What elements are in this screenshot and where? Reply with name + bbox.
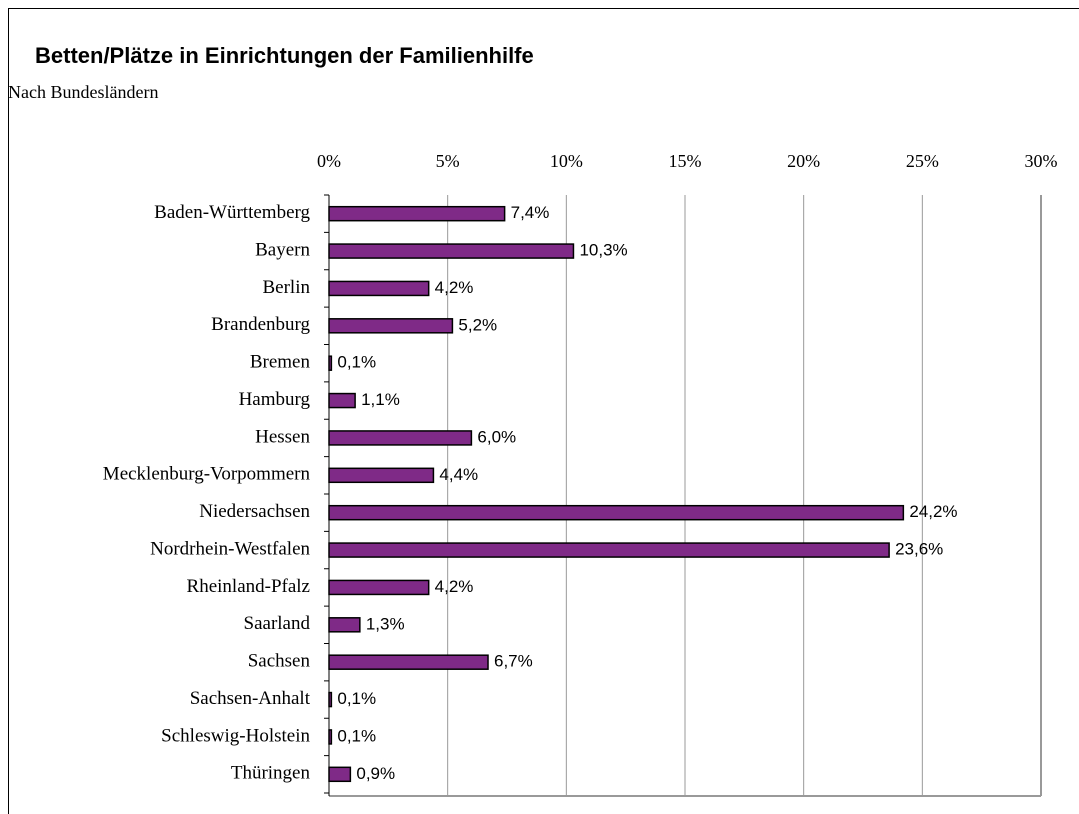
x-tick-label: 25% bbox=[906, 151, 939, 171]
y-tick-label: Niedersachsen bbox=[199, 501, 310, 522]
chart-subtitle: Nach Bundesländern bbox=[8, 82, 158, 102]
bar bbox=[328, 691, 333, 708]
y-tick-label: Brandenburg bbox=[211, 314, 310, 335]
bar bbox=[328, 617, 361, 633]
y-tick-label: Mecklenburg-Vorpommern bbox=[103, 464, 311, 485]
x-tick-label: 10% bbox=[550, 151, 583, 171]
x-tick-label: 30% bbox=[1025, 151, 1058, 171]
x-tick-label: 5% bbox=[436, 151, 460, 171]
bar bbox=[328, 504, 905, 521]
bar bbox=[328, 243, 575, 259]
y-tick-label: Bremen bbox=[250, 352, 311, 373]
bar bbox=[328, 579, 430, 596]
chart-title: Betten/Plätze in Einrichtungen der Famil… bbox=[35, 43, 534, 68]
x-tick-label: 0% bbox=[317, 151, 341, 171]
data-label: 0,1% bbox=[337, 353, 376, 372]
frame bbox=[8, 8, 1079, 814]
x-tick-label: 20% bbox=[787, 151, 820, 171]
data-label: 5,2% bbox=[458, 315, 497, 334]
data-label: 6,7% bbox=[494, 652, 533, 671]
bar bbox=[328, 355, 333, 371]
data-label: 4,2% bbox=[435, 577, 474, 596]
y-tick-label: Thüringen bbox=[231, 763, 311, 784]
data-label: 1,1% bbox=[361, 390, 400, 409]
data-label: 23,6% bbox=[895, 540, 943, 559]
data-label: 4,2% bbox=[435, 278, 474, 297]
bar bbox=[328, 430, 473, 446]
bar bbox=[328, 318, 454, 334]
y-tick-label: Sachsen-Anhalt bbox=[190, 688, 311, 709]
data-label: 10,3% bbox=[579, 241, 627, 260]
x-tick-label: 15% bbox=[669, 151, 702, 171]
y-tick-label: Saarland bbox=[244, 613, 311, 634]
data-label: 0,1% bbox=[337, 726, 376, 745]
bar bbox=[328, 467, 435, 484]
data-label: 6,0% bbox=[477, 427, 516, 446]
bar bbox=[328, 280, 430, 297]
bar bbox=[328, 205, 506, 222]
y-tick-label: Nordrhein-Westfalen bbox=[150, 538, 310, 559]
data-label: 0,1% bbox=[337, 689, 376, 708]
bar bbox=[328, 766, 352, 783]
y-tick-label: Bayern bbox=[255, 239, 310, 260]
data-label: 1,3% bbox=[366, 614, 405, 633]
bar bbox=[328, 654, 489, 670]
data-label: 24,2% bbox=[909, 502, 957, 521]
data-label: 7,4% bbox=[511, 203, 550, 222]
y-tick-label: Schleswig-Holstein bbox=[161, 725, 310, 746]
data-label: 4,4% bbox=[439, 465, 478, 484]
y-tick-label: Rheinland-Pfalz bbox=[187, 576, 310, 597]
y-tick-label: Hamburg bbox=[239, 389, 311, 410]
y-tick-label: Hessen bbox=[255, 426, 310, 447]
y-tick-label: Berlin bbox=[263, 277, 311, 298]
bar bbox=[328, 392, 356, 409]
data-label: 0,9% bbox=[356, 764, 395, 783]
bar bbox=[328, 729, 333, 745]
bar bbox=[328, 542, 890, 558]
y-tick-label: Baden-Württemberg bbox=[154, 202, 310, 223]
y-tick-label: Sachsen bbox=[248, 651, 311, 672]
